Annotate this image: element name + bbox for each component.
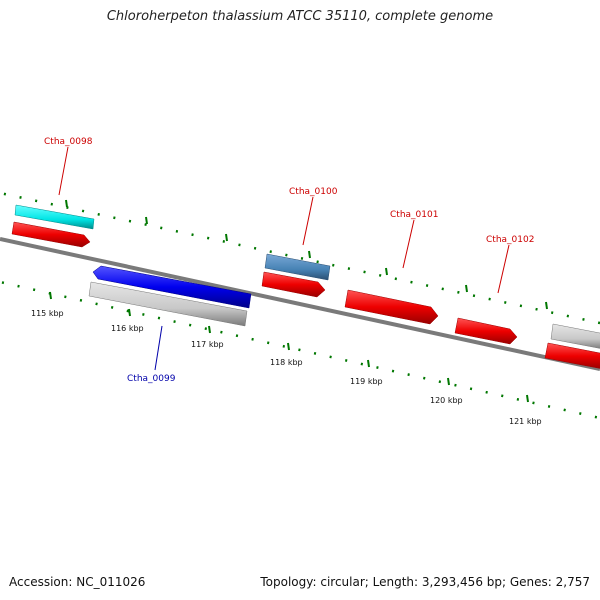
ruler-tick xyxy=(128,308,131,317)
genome-backbone xyxy=(0,237,600,371)
ruler-dots xyxy=(0,280,600,420)
ruler-tick xyxy=(287,342,290,351)
lower-tick-ruler xyxy=(0,280,600,420)
gene-ctha-0099-arrow xyxy=(92,265,252,309)
gene-ctha-0101-label[interactable]: Ctha_0101 xyxy=(390,210,438,220)
gene-ctha-0102-label-leader xyxy=(497,244,510,294)
gene-ctha-0100[interactable]: Ctha_0100 xyxy=(261,187,338,298)
gene-ctha-0101-arrow xyxy=(344,289,439,325)
gene-ctha-0100-label[interactable]: Ctha_0100 xyxy=(289,187,338,197)
ruler-tick xyxy=(526,394,529,403)
gene-ctha-0099-label-leader xyxy=(154,325,163,371)
gene-ctha-0098-label[interactable]: Ctha_0098 xyxy=(44,137,93,147)
gene-ctha-0098[interactable]: Ctha_0098 xyxy=(11,137,95,248)
scale-label-117: 117 kbp xyxy=(191,340,224,349)
scale-label-118: 118 kbp xyxy=(270,358,303,367)
scale-label-116: 116 kbp xyxy=(111,324,144,333)
gene-ctha-0102[interactable]: Ctha_0102 xyxy=(454,235,534,345)
ruler-tick xyxy=(308,250,311,259)
ruler-tick xyxy=(465,284,468,293)
genome-title: Chloroherpeton thalassium ATCC 35110, co… xyxy=(106,9,494,24)
scale-label-121: 121 kbp xyxy=(509,417,542,426)
scale-label-119: 119 kbp xyxy=(350,377,383,386)
ruler-tick xyxy=(385,267,388,276)
gene-ctha-0099-label[interactable]: Ctha_0099 xyxy=(127,374,176,384)
genome-summary-text: Topology: circular; Length: 3,293,456 bp… xyxy=(260,575,590,589)
gene-ctha-0099[interactable]: Ctha_0099 xyxy=(88,265,252,384)
ruler-tick xyxy=(447,377,450,386)
gene-ctha-0101[interactable]: Ctha_0101 xyxy=(344,210,439,325)
ruler-tick xyxy=(49,291,52,300)
scale-label-120: 120 kbp xyxy=(430,396,463,405)
gene-ctha-0101-label-leader xyxy=(402,219,415,269)
scale-label-115: 115 kbp xyxy=(31,309,64,318)
gene-ctha-0100-arrow xyxy=(261,271,326,298)
upper-tick-ruler xyxy=(0,191,600,325)
offscreen-red-arrow xyxy=(544,342,600,369)
ruler-tick xyxy=(367,359,370,368)
gene-offscreen-right[interactable] xyxy=(544,323,600,369)
gene-ctha-0100-cds xyxy=(264,253,331,281)
ruler-tick xyxy=(545,301,548,310)
ruler-tick xyxy=(225,233,228,242)
gene-ctha-0102-label[interactable]: Ctha_0102 xyxy=(486,235,534,245)
gene-ctha-0102-arrow xyxy=(454,317,518,345)
gene-ctha-0098-label-leader xyxy=(58,146,69,196)
gene-ctha-0098-cds xyxy=(14,204,95,230)
accession-text: Accession: NC_011026 xyxy=(9,575,146,589)
offscreen-grey-feature xyxy=(550,323,600,349)
ruler-tick xyxy=(65,199,68,208)
gene-ctha-0099-grey-feature xyxy=(88,281,248,327)
gene-ctha-0098-arrow xyxy=(11,221,91,248)
gene-ctha-0100-label-leader xyxy=(302,196,314,246)
ruler-tick xyxy=(208,325,211,334)
ruler-tick xyxy=(145,216,148,225)
